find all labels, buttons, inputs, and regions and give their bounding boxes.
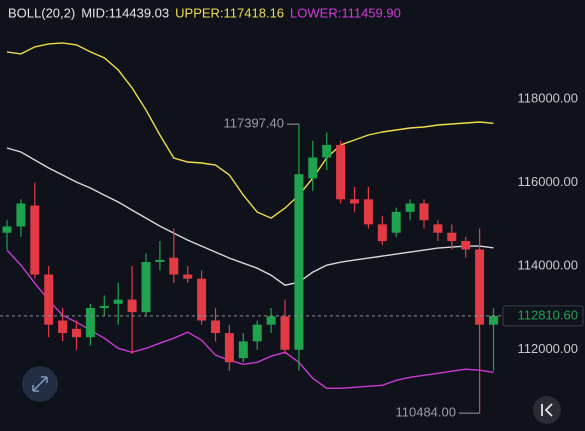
candle-body [127,299,137,313]
candle-body [322,144,332,158]
candle-body [44,274,54,325]
candle-body [85,307,95,338]
indicator-header: BOLL(20,2) MID:114439.03 UPPER:117418.16 LO… [8,5,401,20]
candle-body [58,320,68,334]
y-tick-label: 116000.00 [518,174,579,189]
low-label: 110484.00 [396,405,457,420]
header-item: LOWER:111459.90 [290,5,401,20]
candle-body [169,257,179,275]
candle-body [2,226,12,233]
expand-button[interactable] [22,366,58,402]
header-item: MID:114439.03 [81,5,169,20]
price-label: 112810.60 [518,307,579,322]
high-label: 117397.40 [224,116,285,131]
candle-body [363,199,373,225]
candle-body [183,274,193,279]
candle-body [197,278,207,321]
price-axis: 118000.00 116000.00 114000.00 112000.00 [518,90,580,356]
candles [2,124,498,414]
y-tick-label: 118000.00 [518,90,579,105]
candle-body [266,316,276,325]
candle-body [489,315,498,325]
candle-body [461,241,471,250]
header-item: BOLL(20,2) [8,5,75,20]
price-label-box [502,305,584,327]
candle-body [419,203,429,221]
candle-body [405,203,415,212]
band-line [6,42,494,219]
candle-body [155,259,165,262]
candle-body [308,157,318,179]
candle-body [433,224,443,233]
candle-body [252,324,262,342]
candle-body [377,224,387,242]
candle-body [99,305,109,308]
candle-body [350,199,359,204]
candle-body [294,174,304,350]
y-tick-label: 112000.00 [518,341,579,356]
candle-body [141,261,151,313]
candle-body [16,203,26,227]
candle-body [391,211,401,233]
candle-body [475,249,485,325]
y-tick-label: 114000.00 [518,258,579,273]
candle-body [238,341,248,359]
candle-body [72,328,81,338]
scroll-latest-button[interactable] [533,396,561,424]
candle-body [224,333,234,363]
candle-body [336,144,346,200]
candle-body [113,299,123,304]
candle-body [280,316,290,350]
header-item: UPPER:117418.16 [175,5,284,20]
candle-body [30,205,40,275]
annotations: 112810.60 117397.40 110484.00 [0,116,584,420]
candle-body [447,232,457,242]
band-line [6,147,494,286]
candle-body [211,320,220,334]
